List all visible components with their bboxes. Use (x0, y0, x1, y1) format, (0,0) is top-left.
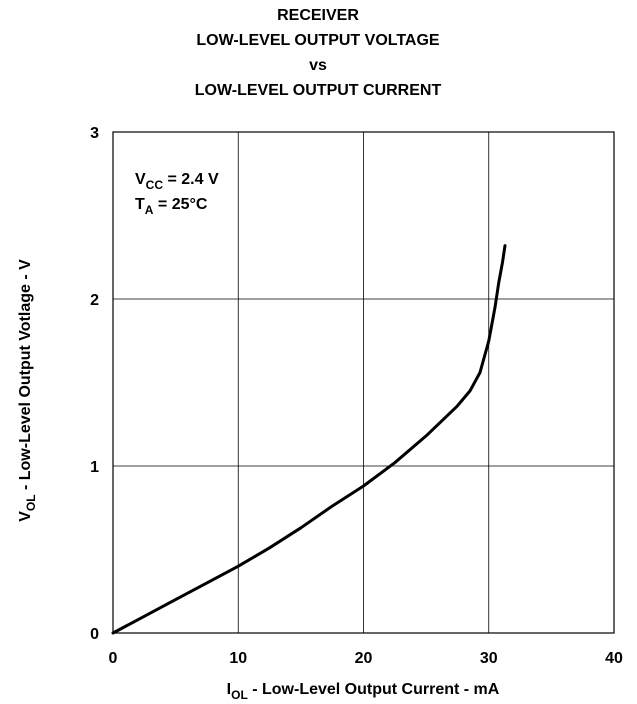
y-tick-label: 2 (90, 292, 99, 309)
x-tick-label: 40 (605, 650, 623, 667)
y-tick-labels: 0 1 2 3 (90, 125, 99, 643)
x-tick-label: 10 (229, 650, 247, 667)
x-tick-label: 0 (109, 650, 118, 667)
series-line (111, 244, 507, 635)
x-tick-labels: 0 10 20 30 40 (109, 650, 623, 667)
annotation-group: VCC = 2.4 V TA = 25°C (135, 171, 219, 217)
annotation: TA = 25°C (135, 196, 208, 217)
title-line: RECEIVER (277, 7, 359, 24)
series-group (111, 244, 507, 635)
title-line: vs (309, 57, 327, 74)
title-line: LOW-LEVEL OUTPUT VOLTAGE (196, 32, 440, 49)
x-axis-label: IOL - Low-Level Output Current - mA (227, 681, 500, 702)
title-line: LOW-LEVEL OUTPUT CURRENT (195, 82, 442, 99)
x-tick-label: 20 (355, 650, 373, 667)
chart-title: RECEIVER LOW-LEVEL OUTPUT VOLTAGE vs LOW-LE… (195, 7, 442, 99)
y-axis-label: VOL - Low-Level Output Votlage - V (17, 259, 38, 522)
annotation: VCC = 2.4 V (135, 171, 219, 192)
y-tick-label: 1 (90, 459, 99, 476)
plot-frame (112, 131, 615, 634)
grid (113, 132, 614, 633)
y-tick-label: 3 (90, 125, 99, 142)
y-tick-label: 0 (90, 626, 99, 643)
x-tick-label: 30 (480, 650, 498, 667)
